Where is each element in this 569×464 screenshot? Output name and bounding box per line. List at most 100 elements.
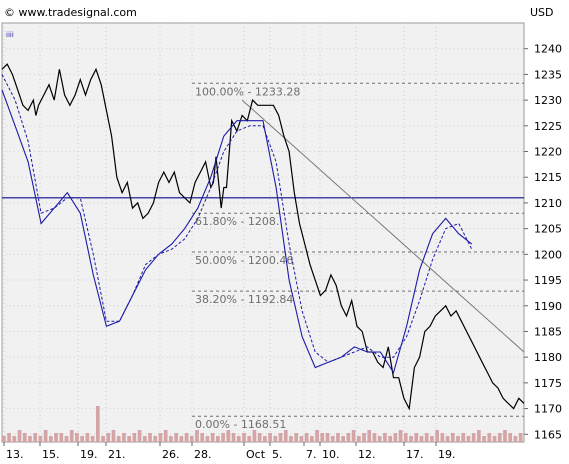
volume-bar: [28, 436, 32, 442]
volume-bar: [299, 436, 304, 442]
volume-bar: [518, 433, 523, 442]
volume-bar: [38, 436, 43, 442]
volume-bar: [330, 436, 335, 442]
volume-bar: [95, 406, 100, 442]
x-tick-label: 19.: [80, 448, 98, 461]
volume-bar: [414, 433, 419, 442]
indicator-glyph: iiii: [6, 31, 14, 39]
volume-bar: [242, 433, 246, 442]
volume-bar: [487, 433, 492, 442]
volume-bar: [503, 430, 507, 442]
y-tick-label: 1240: [534, 43, 562, 56]
series-layer: [1, 63, 525, 411]
volume-bar: [362, 433, 366, 442]
volume-bar: [461, 433, 466, 442]
volume-bar: [106, 433, 111, 442]
volume-bar: [7, 433, 11, 442]
volume-bar: [263, 436, 267, 442]
trendline-line: [241, 99, 525, 353]
y-tick-label: 1190: [534, 300, 562, 313]
price-line: [1, 63, 525, 411]
volume-bar: [59, 433, 64, 442]
x-tick-label: 13.: [6, 448, 24, 461]
volume-bar: [430, 436, 434, 442]
y-tick-label: 1170: [534, 403, 562, 416]
currency-label: USD: [530, 6, 554, 19]
volume-bar: [122, 433, 126, 442]
x-tick-label: 17.: [406, 448, 424, 461]
volume-bar: [424, 433, 429, 442]
volume-bar: [466, 436, 471, 442]
x-tick-label: 12.: [358, 448, 376, 461]
volume-bar: [247, 436, 252, 442]
volume-bar: [101, 436, 105, 442]
volume-bar: [116, 436, 121, 442]
volume-bar: [33, 433, 38, 442]
volume-bar: [216, 436, 220, 442]
volume-bar: [148, 433, 152, 442]
y-tick-label: 1230: [534, 94, 562, 107]
volume-bar: [346, 433, 351, 442]
volume-bar: [273, 436, 278, 442]
volume-bar: [75, 433, 79, 442]
volume-bar: [80, 436, 85, 442]
volume-bar: [445, 436, 450, 442]
x-tick-label: Oct: [246, 448, 266, 461]
volume-bar: [163, 430, 168, 442]
x-axis: 13. 15. 19. 21. 26. 28. Oct 5. 7. 10. 12. 17. 19.: [3, 442, 456, 461]
volume-bar: [492, 436, 497, 442]
x-tick-label: 15.: [42, 448, 60, 461]
volume-bar: [435, 430, 439, 442]
volume-bar: [64, 436, 69, 442]
fib-level-label: 61.80% - 1208.: [195, 215, 279, 228]
volume-bar: [309, 436, 314, 442]
volume-bar: [372, 433, 377, 442]
volume-bar: [257, 433, 262, 442]
volume-bar: [127, 436, 131, 442]
volume-bar: [268, 433, 272, 442]
volume-bar: [456, 436, 460, 442]
volume-bar: [403, 433, 408, 442]
trendline: [241, 99, 525, 353]
volume-bar: [226, 430, 231, 442]
volume-bar: [325, 433, 330, 442]
volume-bar: [482, 436, 486, 442]
volume-bar: [508, 433, 513, 442]
volume-bar: [85, 433, 90, 442]
y-tick-label: 1235: [534, 68, 562, 81]
volume-bar: [2, 436, 6, 442]
volume-bar: [205, 436, 210, 442]
volume-bar: [304, 433, 309, 442]
y-tick-label: 1185: [534, 325, 562, 338]
volume-bar: [336, 433, 340, 442]
x-tick-label: 26.: [162, 448, 180, 461]
volume-bar: [471, 433, 476, 442]
volume-bar: [320, 433, 325, 442]
moving-average-dashed-line: [1, 74, 473, 363]
plot-background: [1, 22, 525, 443]
volume-bar: [169, 436, 173, 442]
volume-bar: [497, 433, 502, 442]
volume-bar: [48, 436, 53, 442]
volume-bar: [294, 433, 299, 442]
volume-bar: [393, 433, 398, 442]
volume-bar: [111, 430, 116, 442]
fib-level-label: 38.20% - 1192.84: [195, 293, 293, 306]
fibonacci-levels: 100.00% - 1233.28 61.80% - 1208. 50.00% - …: [192, 82, 524, 431]
volume-bars: [2, 406, 523, 442]
y-tick-label: 1180: [534, 351, 562, 364]
y-tick-label: 1175: [534, 377, 562, 390]
volume-bar: [43, 430, 48, 442]
x-tick-label: 7.: [306, 448, 317, 461]
volume-bar: [377, 436, 382, 442]
y-tick-label: 1215: [534, 171, 562, 184]
volume-bar: [189, 436, 194, 442]
volume-bar: [341, 436, 346, 442]
volume-bar: [356, 436, 361, 442]
volume-bar: [22, 433, 27, 442]
volume-bar: [54, 433, 58, 442]
volume-bar: [477, 430, 481, 442]
y-tick-label: 1210: [534, 197, 562, 210]
watermark: © www.tradesignal.com: [4, 6, 137, 19]
